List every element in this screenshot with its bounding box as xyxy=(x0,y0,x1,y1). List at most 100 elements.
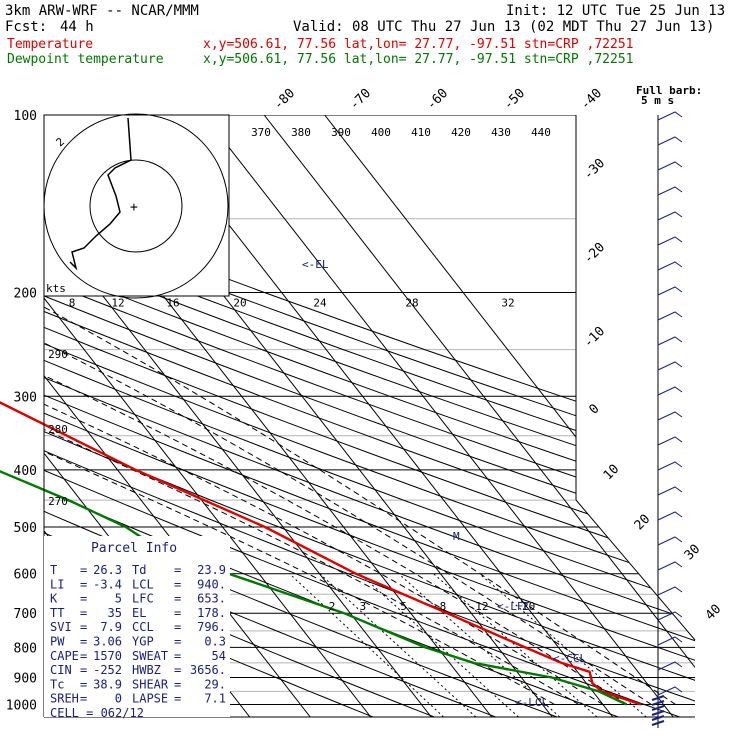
theta-label: 420 xyxy=(451,126,471,139)
dry-adiabat xyxy=(44,115,695,717)
parcel-value: 0.3 xyxy=(204,635,226,649)
wind-barb xyxy=(657,161,683,171)
wind-barb xyxy=(657,436,683,446)
parcel-eq: = xyxy=(174,577,181,591)
hodograph-trace xyxy=(69,117,132,271)
mixing-ratio-label: 3 xyxy=(360,600,367,613)
dry-adiabat xyxy=(44,115,695,717)
wind-barb-low xyxy=(651,695,665,701)
mixing-ratio-label: 12 xyxy=(475,600,488,613)
parcel-eq: = xyxy=(174,592,181,606)
parcel-key: Tc xyxy=(50,677,64,691)
isotherm xyxy=(0,115,8,717)
wind-barb xyxy=(657,461,683,471)
parcel-value: 35 xyxy=(108,606,122,620)
pressure-tick-label: 600 xyxy=(14,568,37,583)
moist-adiabat xyxy=(44,292,555,705)
dry-adiabat xyxy=(44,115,680,717)
moist-adiabat-label: 32 xyxy=(501,296,514,309)
parcel-key: SREH xyxy=(50,692,79,706)
wind-profile xyxy=(651,111,683,728)
isotherm-label-right: 40 xyxy=(703,602,725,624)
moist-adiabat xyxy=(44,292,676,705)
pressure-tick-label: 300 xyxy=(14,390,37,405)
pressure-tick-label: 1000 xyxy=(6,699,37,714)
parcel-value: 3656. xyxy=(190,663,226,677)
isotherm-label-top: -80 xyxy=(271,86,298,113)
parcel-value: 0 xyxy=(115,692,122,706)
parcel-key: CCL xyxy=(132,620,154,634)
pressure-tick-label: 500 xyxy=(14,521,37,536)
isotherm-label-right: 20 xyxy=(632,512,654,534)
parcel-eq: = xyxy=(80,563,87,577)
lcl-annotation: <-LCL xyxy=(515,696,548,709)
parcel-eq: = xyxy=(174,606,181,620)
mixing-ratio-label: 5 xyxy=(400,600,407,613)
parcel-value: 29. xyxy=(204,677,226,691)
hodograph-kts-label: kts xyxy=(46,282,66,295)
parcel-eq: = xyxy=(174,677,181,691)
parcel-key: SVI xyxy=(50,620,72,634)
wind-barb-low xyxy=(651,720,665,726)
valid-time: Valid: 08 UTC Thu 27 Jun 13 (02 MDT Thu … xyxy=(293,19,714,35)
isotherm-label-top: -40 xyxy=(578,86,605,113)
location-line-temp: x,y=506.61, 77.56 lat,lon= 27.77, -97.51… xyxy=(203,37,633,52)
parcel-value: 178. xyxy=(197,606,226,620)
mixing-ratio-label: 20 xyxy=(522,600,535,613)
wind-barb xyxy=(657,486,683,496)
moist-adiabat xyxy=(44,292,580,705)
pressure-tick-label: 400 xyxy=(14,464,37,479)
isotherm xyxy=(44,115,311,717)
mixing-ratio-line xyxy=(479,573,647,717)
theta-label: 370 xyxy=(251,126,271,139)
parcel-eq: = xyxy=(174,620,181,634)
location-line-dew: x,y=506.61, 77.56 lat,lon= 27.77, -97.51… xyxy=(203,52,633,67)
legend-dewpoint: Dewpoint temperature xyxy=(7,52,164,67)
isotherm-label-top: -70 xyxy=(347,86,374,113)
parcel-key: TT xyxy=(50,606,64,620)
dry-adiabat xyxy=(44,115,695,717)
isotherm-label-right: -20 xyxy=(581,240,608,267)
parcel-key: PW xyxy=(50,635,65,649)
parcel-eq: = xyxy=(80,620,87,634)
isotherm xyxy=(44,115,372,717)
legend-temperature: Temperature xyxy=(7,37,93,52)
wind-barb-low xyxy=(651,705,665,711)
moist-adiabat-label: 16 xyxy=(166,296,179,309)
wind-header-line2: 5 m s xyxy=(641,94,674,107)
theta-label-left: 280 xyxy=(48,423,68,436)
hodograph-center: + xyxy=(130,200,138,215)
parcel-eq: = xyxy=(174,635,181,649)
moist-adiabat xyxy=(44,292,652,705)
lfc-annotation: <-LFC xyxy=(497,600,530,613)
pressure-tick-label: 700 xyxy=(14,607,37,622)
mid-marker: M xyxy=(453,530,460,543)
isotherm-label-right: 0 xyxy=(586,401,602,417)
parcel-eq: = xyxy=(80,649,87,663)
pressure-tick-label: 900 xyxy=(14,672,37,687)
parcel-eq: = xyxy=(80,692,87,706)
parcel-key: LCL xyxy=(132,577,154,591)
theta-label-left: 290 xyxy=(48,348,68,361)
theta-label: 440 xyxy=(531,126,551,139)
theta-label: 400 xyxy=(371,126,391,139)
mixing-ratio-line xyxy=(359,573,519,717)
hodograph-ring-inner xyxy=(89,159,183,253)
wind-barb xyxy=(657,661,683,671)
dry-adiabat xyxy=(44,115,695,717)
parcel-value: 796. xyxy=(197,620,226,634)
el-annotation: <-EL xyxy=(302,258,329,271)
fcst-label: Fcst: xyxy=(5,19,47,35)
isotherm-label-right: 30 xyxy=(682,542,704,564)
parcel-key: EL xyxy=(132,606,146,620)
parcel-key: LAPSE xyxy=(132,692,168,706)
moist-adiabat-label: 28 xyxy=(405,296,418,309)
frame-diagonal xyxy=(575,499,696,641)
dry-adiabat xyxy=(44,115,695,717)
wind-barb xyxy=(657,136,683,146)
parcel-key: Td xyxy=(132,563,146,577)
wind-barb xyxy=(657,561,683,571)
parcel-cell: CELL = 062/12 xyxy=(50,706,144,720)
dry-adiabat xyxy=(44,115,695,717)
wind-barb xyxy=(657,411,683,421)
